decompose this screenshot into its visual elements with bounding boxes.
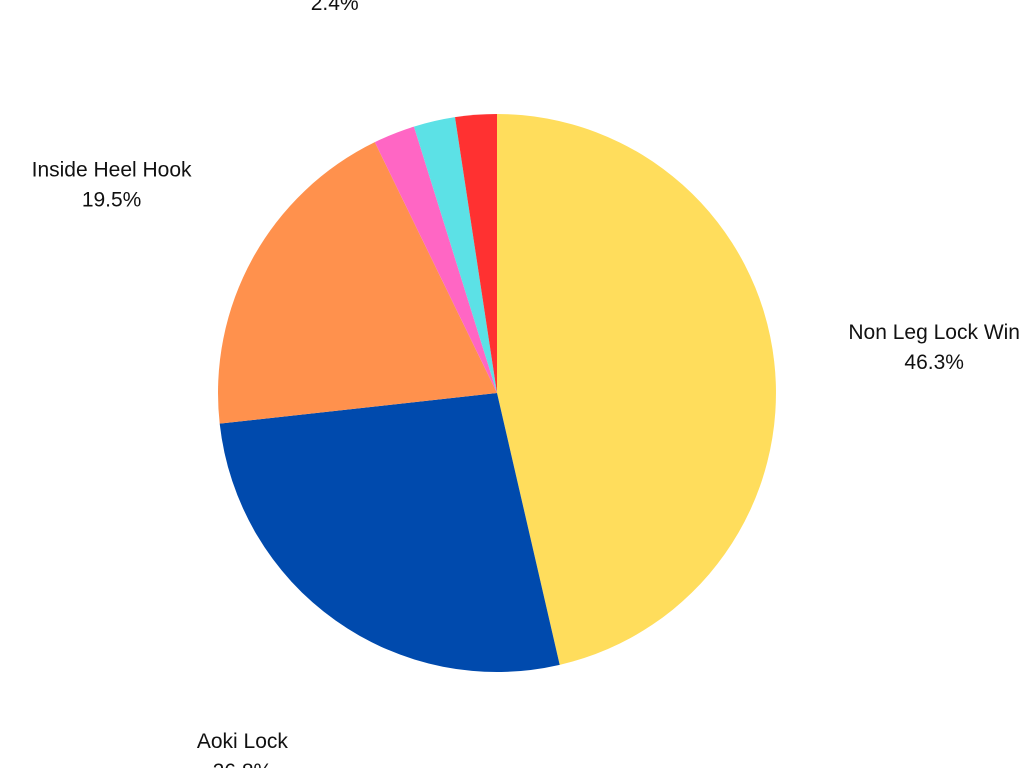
slice-label-inside-heel-hook: Inside Heel Hook 19.5% <box>32 159 192 212</box>
pie-slice-straight-foot-lock <box>374 126 497 393</box>
slice-label-straight-foot-lock: Straight Foot Lock2.4% <box>249 0 420 15</box>
slice-label-name: Non Leg Lock Win <box>848 321 1020 344</box>
pie-labels: Non Leg Lock Win 46.3% Aoki Lock 26.8% Insid… <box>32 0 1020 768</box>
slice-label-name: Inside Heel Hook <box>32 159 192 182</box>
slice-label-name: Aoki Lock <box>197 730 289 753</box>
pie-slice-calf-slicer <box>455 114 497 393</box>
pie-slice-aoki-lock <box>219 393 560 672</box>
slice-label-aoki-lock: Aoki Lock 26.8% <box>197 730 289 768</box>
slice-label-value: 46.3% <box>904 351 964 374</box>
pie-slice-non-leg-lock-win <box>497 114 776 665</box>
slice-label-non-leg-lock-win: Non Leg Lock Win 46.3% <box>848 321 1020 374</box>
pie-slices <box>217 114 776 672</box>
slice-label-value: 2.4% <box>311 0 359 15</box>
slice-label-value: 19.5% <box>82 189 142 212</box>
slice-label-value: 26.8% <box>213 760 273 768</box>
pie-slice-slice-4 <box>413 117 497 394</box>
pie-slice-inside-heel-hook <box>217 142 497 424</box>
